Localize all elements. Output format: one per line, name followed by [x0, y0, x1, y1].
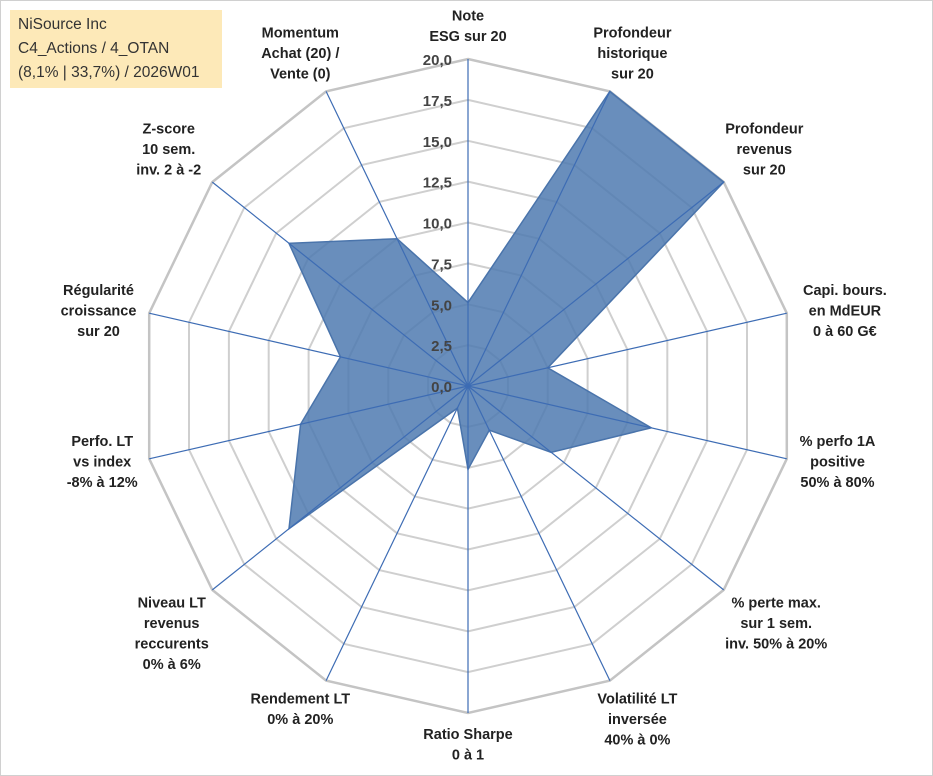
- tick-label: 20,0: [423, 52, 452, 69]
- axis-spoke-13: [211, 181, 469, 387]
- axis-spoke-4: [467, 312, 787, 387]
- portfolio-label: C4_Actions / 4_OTAN: [18, 40, 170, 57]
- tick-label: 15,0: [423, 134, 452, 151]
- axis-spoke-12: [149, 312, 469, 387]
- tick-label: 12,5: [423, 175, 452, 192]
- axis-spoke-10: [211, 385, 469, 591]
- radar-series: [287, 90, 725, 531]
- axis-label-8: Ratio Sharpe 0 à 1: [423, 727, 512, 764]
- tick-label: 17,5: [423, 93, 452, 110]
- axis-spoke-2: [467, 91, 611, 387]
- axis-label-1: Note ESG sur 20: [429, 9, 506, 46]
- radar-axis-labels: Note ESG sur 20 Profondeur historique sur 20…: [61, 9, 887, 764]
- axis-spoke-9: [325, 385, 469, 681]
- axis-spoke-11: [149, 385, 469, 460]
- axis-label-4: Capi. bours. en MdEUR 0 à 60 G€: [803, 283, 887, 340]
- tick-label: 10,0: [423, 216, 452, 233]
- axis-label-10: Niveau LT revenus reccurents 0% à 6%: [135, 595, 209, 673]
- axis-spoke-3: [467, 181, 725, 387]
- axis-label-9: Rendement LT 0% à 20%: [250, 692, 350, 729]
- axis-label-14: Momentum Achat (20) / Vente (0): [261, 25, 339, 82]
- axis-spoke-6: [467, 385, 725, 591]
- axis-spoke-14: [325, 91, 469, 387]
- tick-label: 5,0: [431, 297, 452, 314]
- radar-spokes: [149, 59, 787, 713]
- series-area: [287, 90, 725, 531]
- axis-label-2: Profondeur historique sur 20: [593, 25, 671, 82]
- tick-label: 7,5: [431, 256, 452, 273]
- axis-label-5: % perfo 1A positive 50% à 80%: [800, 434, 876, 491]
- axis-label-7: Volatilité LT inversée 40% à 0%: [597, 692, 677, 749]
- axis-label-11: Perfo. LT vs index -8% à 12%: [67, 434, 138, 491]
- axis-label-13: Z-score 10 sem. inv. 2 à -2: [136, 122, 201, 179]
- tick-label: 2,5: [431, 338, 452, 355]
- axis-spoke-7: [467, 385, 611, 681]
- radar-tick-labels: 0,0 2,5 5,0 7,5 10,0 12,5 15,0 17,5 20,0: [423, 52, 452, 396]
- axis-label-6: % perte max. sur 1 sem. inv. 50% à 20%: [725, 595, 827, 652]
- company-name: NiSource Inc: [18, 16, 107, 33]
- chart-title-box: NiSource Inc C4_Actions / 4_OTAN (8,1% |…: [10, 10, 222, 88]
- axis-label-12: Régularité croissance sur 20: [61, 283, 137, 340]
- axis-spoke-5: [467, 385, 787, 460]
- stats-label: (8,1% | 33,7%) / 2026W01: [18, 64, 200, 81]
- tick-label: 0,0: [431, 379, 452, 396]
- axis-label-3: Profondeur revenus sur 20: [725, 122, 803, 179]
